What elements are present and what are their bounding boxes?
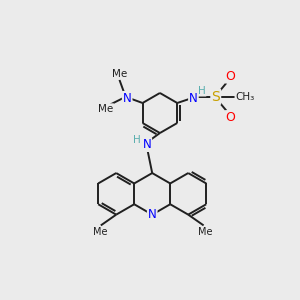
Text: CH₃: CH₃ <box>236 92 255 102</box>
Text: N: N <box>189 92 198 105</box>
Text: Me: Me <box>93 227 107 237</box>
Text: Me: Me <box>98 104 113 114</box>
Text: O: O <box>225 70 235 83</box>
Text: Me: Me <box>198 227 212 237</box>
Text: N: N <box>123 92 131 105</box>
Text: N: N <box>142 138 151 151</box>
Text: H: H <box>133 135 141 145</box>
Text: O: O <box>225 111 235 124</box>
Text: H: H <box>198 86 206 96</box>
Text: S: S <box>212 90 220 104</box>
Text: N: N <box>148 208 157 221</box>
Text: Me: Me <box>112 69 127 79</box>
